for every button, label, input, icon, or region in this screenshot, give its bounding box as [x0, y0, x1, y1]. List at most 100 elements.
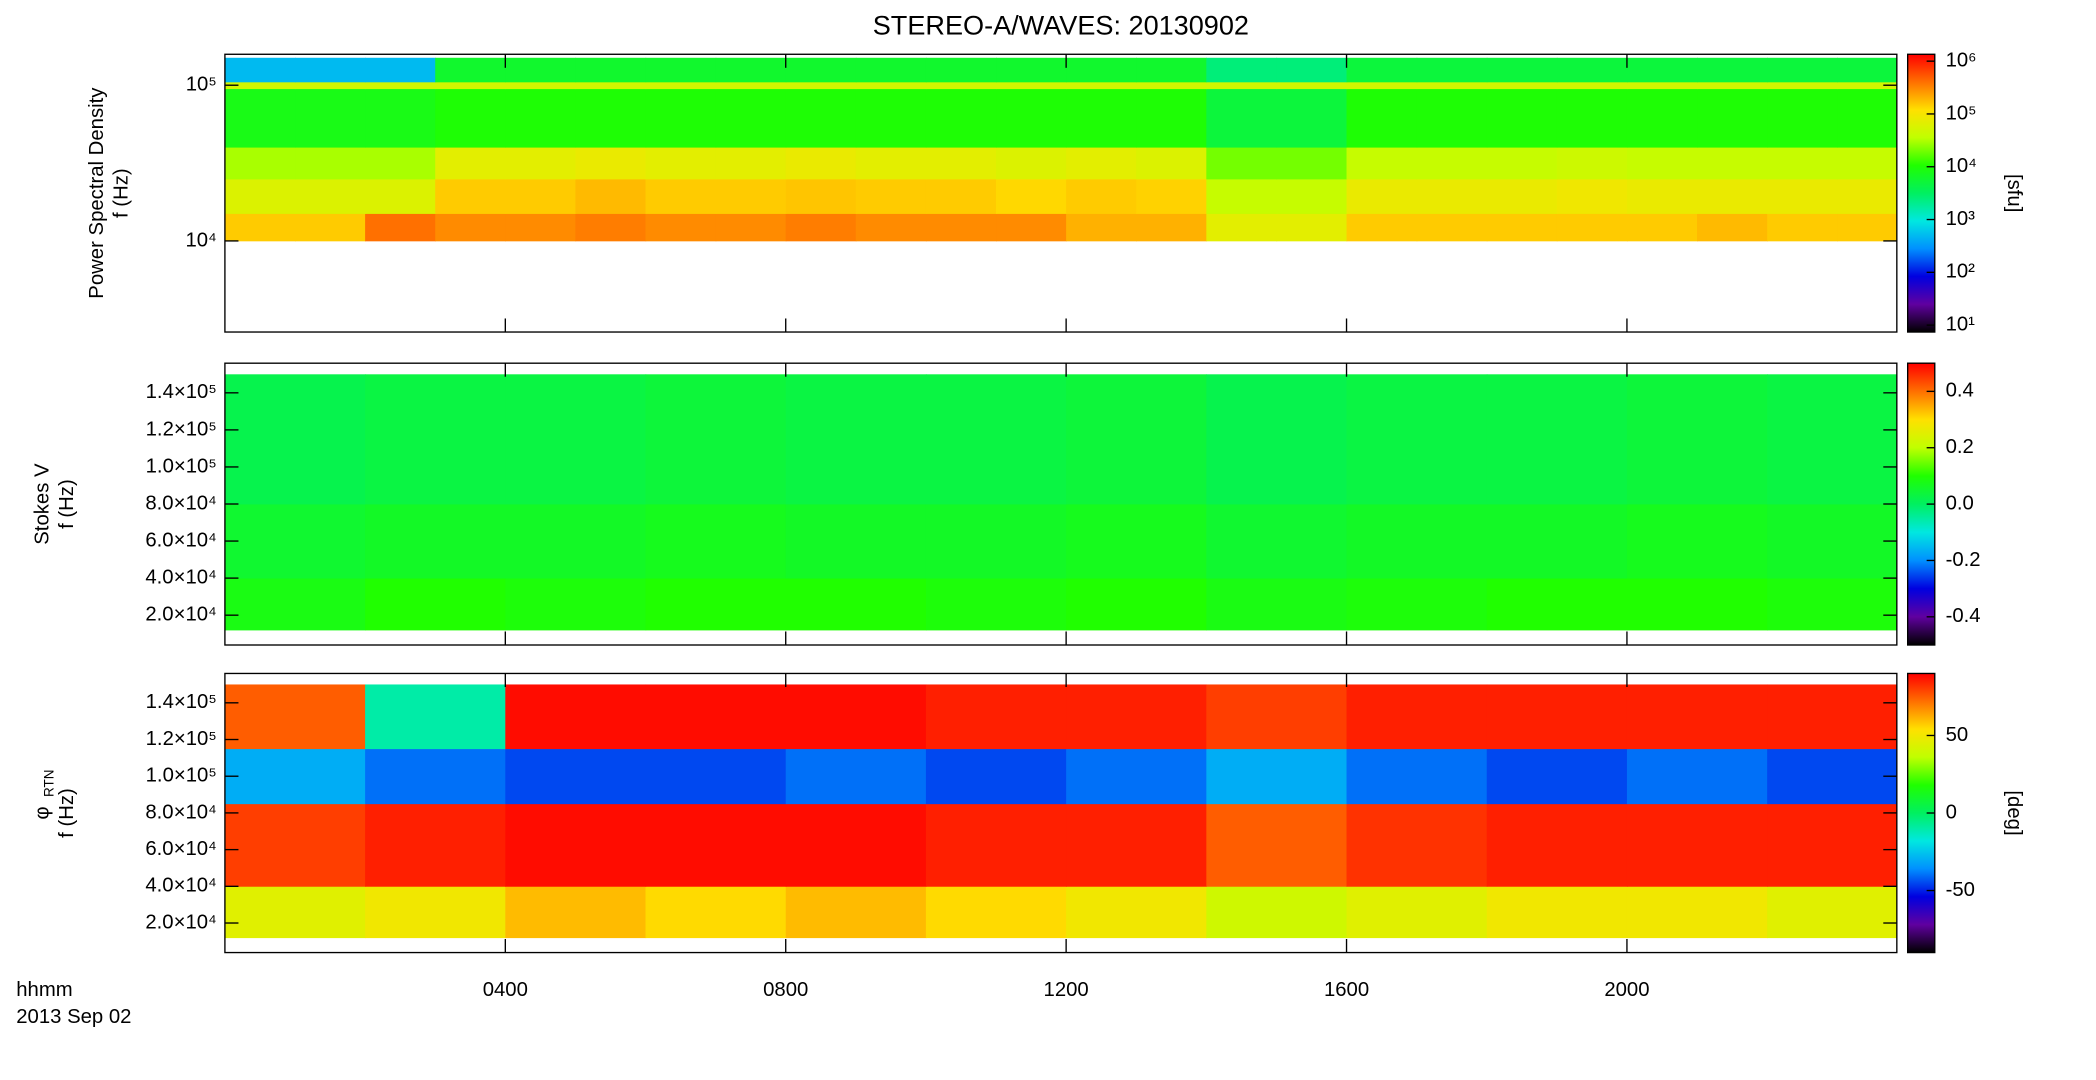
heat-cell	[1556, 178, 1628, 214]
heat-cell	[1626, 81, 1698, 90]
heat-cell	[925, 748, 1067, 805]
heat-cell	[645, 178, 717, 214]
heat-cell	[365, 147, 436, 180]
heat-cell	[1346, 803, 1488, 887]
heat-cell	[1346, 81, 1418, 90]
heat-cell	[365, 886, 506, 939]
heat-cell	[1346, 213, 1418, 242]
x-tick-label: 1600	[1324, 979, 1369, 1001]
heat-cell	[575, 88, 647, 148]
heat-cell	[1626, 374, 1768, 505]
heat-cell	[365, 803, 506, 887]
heat-cell	[1206, 57, 1278, 83]
heat-cell	[1416, 178, 1488, 214]
y-tick-label: 1.4×10⁵	[146, 691, 217, 713]
heat-cell	[575, 57, 647, 83]
heat-cell	[575, 81, 647, 90]
heat-cell	[1767, 803, 1897, 887]
heat-cell	[1486, 57, 1558, 83]
heat-cell	[1066, 213, 1137, 242]
y-axis-label: f (Hz)	[110, 168, 132, 218]
colorbar-tick-label: 0.2	[1946, 436, 1974, 458]
heat-cell	[224, 147, 296, 180]
heat-cell	[996, 147, 1067, 180]
heat-cell	[1136, 178, 1208, 214]
heat-cell	[435, 178, 506, 214]
heat-cell	[1206, 81, 1278, 90]
heat-cell	[365, 178, 436, 214]
heat-cell	[785, 81, 857, 90]
x-tick-label: 0800	[763, 979, 808, 1001]
heat-cell	[1626, 88, 1698, 148]
heat-cell	[1626, 803, 1768, 887]
heat-cell	[1276, 88, 1348, 148]
heat-cell	[925, 213, 997, 242]
heat-cell	[785, 578, 927, 631]
heat-cell	[224, 81, 296, 90]
heat-cell	[224, 57, 296, 83]
heat-cell	[1346, 147, 1418, 180]
heat-cell	[1767, 81, 1838, 90]
heat-cell	[925, 374, 1067, 505]
heat-cell	[996, 81, 1067, 90]
heat-cell	[785, 748, 927, 805]
heat-cell	[1206, 684, 1348, 750]
heat-cell	[1556, 213, 1628, 242]
heat-cell	[645, 504, 787, 579]
heat-cell	[1767, 57, 1838, 83]
heat-cell	[1416, 57, 1488, 83]
colorbar-tick-label: -0.4	[1946, 605, 1981, 627]
heat-cell	[505, 88, 577, 148]
heat-cell	[925, 886, 1067, 939]
heat-cell	[1626, 684, 1768, 750]
y-tick-label: 8.0×10⁴	[145, 801, 216, 823]
heat-cell	[715, 213, 787, 242]
heat-cell	[1136, 57, 1208, 83]
heat-cell	[1346, 684, 1488, 750]
heat-cell	[1697, 213, 1768, 242]
heat-cell	[1206, 886, 1348, 939]
heat-cell	[365, 748, 506, 805]
heat-cell	[365, 374, 506, 505]
colorbar-tick-label: 10³	[1946, 208, 1976, 230]
heat-cell	[224, 178, 296, 214]
heat-cell	[505, 578, 647, 631]
heat-cell	[715, 81, 787, 90]
heat-cell	[855, 147, 927, 180]
heat-cell	[1837, 57, 1897, 83]
heat-cell	[1767, 578, 1897, 631]
heat-cell	[1136, 147, 1208, 180]
heat-cell	[295, 57, 366, 83]
x-tick-label: 0400	[483, 979, 528, 1001]
heat-cell	[365, 81, 436, 90]
heat-cell	[435, 81, 506, 90]
heat-cell	[1626, 57, 1698, 83]
heat-cell	[505, 504, 647, 579]
heat-cell	[1416, 213, 1488, 242]
heat-cell	[785, 147, 857, 180]
heat-cell	[1416, 147, 1488, 180]
heat-cell	[1206, 374, 1348, 505]
heat-cell	[1206, 748, 1348, 805]
y-tick-label: 4.0×10⁴	[145, 875, 216, 897]
heat-cell	[715, 147, 787, 180]
colorbar-tick-label: 0	[1946, 801, 1957, 823]
heat-cell	[505, 803, 647, 887]
heat-cell	[785, 374, 927, 505]
heat-cell	[1486, 886, 1628, 939]
y-tick-label: 1.2×10⁵	[146, 418, 217, 440]
heat-cell	[365, 578, 506, 631]
heat-cell	[645, 81, 717, 90]
heat-cell	[1626, 504, 1768, 579]
heat-cell	[295, 213, 366, 242]
heat-cell	[1136, 213, 1208, 242]
heat-cell	[1136, 81, 1208, 90]
heat-cell	[645, 886, 787, 939]
chart-title: STEREO-A/WAVES: 20130902	[873, 9, 1249, 40]
heat-cell	[505, 178, 577, 214]
heat-cell	[224, 886, 366, 939]
heat-cell	[925, 504, 1067, 579]
colorbar-tick-label: 50	[1946, 724, 1969, 746]
colorbar-tick-label: 10⁵	[1946, 102, 1977, 124]
heat-cell	[1767, 748, 1897, 805]
